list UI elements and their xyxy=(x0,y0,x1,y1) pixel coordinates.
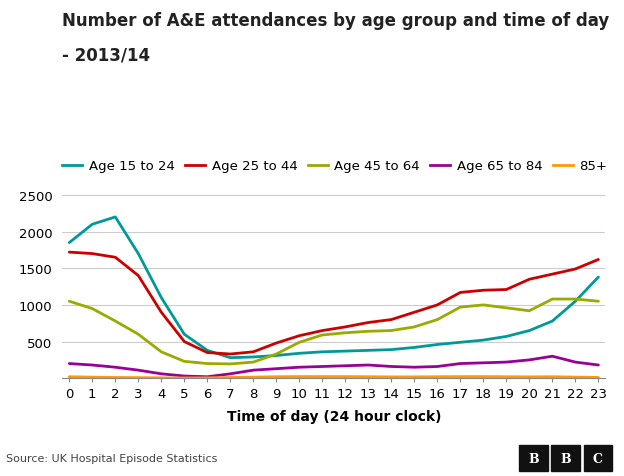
Text: B: B xyxy=(560,452,571,465)
Text: - 2013/14: - 2013/14 xyxy=(62,46,150,64)
Legend: Age 15 to 24, Age 25 to 44, Age 45 to 64, Age 65 to 84, 85+: Age 15 to 24, Age 25 to 44, Age 45 to 64… xyxy=(62,160,607,173)
Text: Source: UK Hospital Episode Statistics: Source: UK Hospital Episode Statistics xyxy=(6,453,218,463)
X-axis label: Time of day (24 hour clock): Time of day (24 hour clock) xyxy=(227,409,441,423)
FancyBboxPatch shape xyxy=(519,445,548,471)
Text: Number of A&E attendances by age group and time of day: Number of A&E attendances by age group a… xyxy=(62,12,610,30)
FancyBboxPatch shape xyxy=(583,445,612,471)
FancyBboxPatch shape xyxy=(552,445,580,471)
Text: B: B xyxy=(528,452,539,465)
Text: C: C xyxy=(593,452,603,465)
